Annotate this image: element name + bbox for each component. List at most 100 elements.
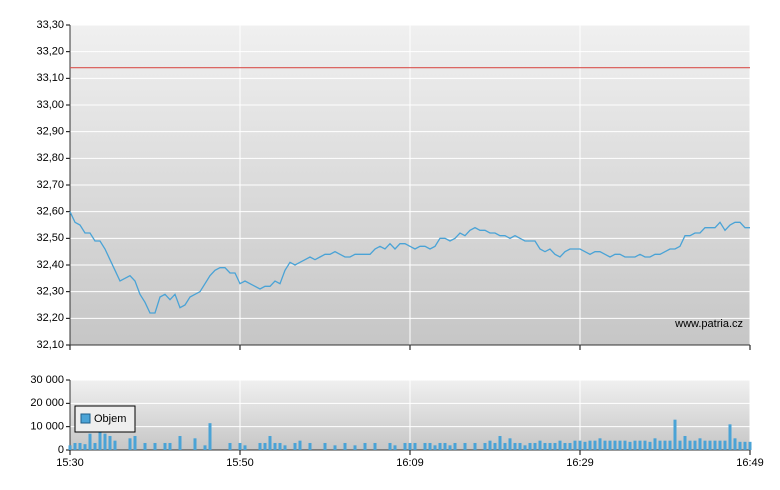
volume-bar — [78, 443, 82, 450]
volume-bar — [128, 438, 132, 450]
volume-bar — [588, 440, 592, 450]
volume-bar — [333, 445, 337, 450]
volume-bar — [633, 440, 637, 450]
legend-swatch — [80, 413, 91, 424]
volume-bar — [508, 438, 512, 450]
volume-bar — [663, 440, 667, 450]
volume-bar — [373, 443, 377, 450]
volume-bar — [208, 423, 212, 450]
volume-bar — [493, 443, 497, 450]
volume-bar — [513, 443, 517, 450]
volume-bar — [88, 433, 92, 450]
y-tick-label: 33,30 — [36, 19, 64, 31]
volume-bar — [423, 443, 427, 450]
volume-bar — [203, 445, 207, 450]
volume-bar — [193, 438, 197, 450]
y-tick-label: 32,40 — [36, 259, 64, 271]
volume-bar — [558, 440, 562, 450]
volume-bar — [483, 443, 487, 450]
volume-bar — [623, 440, 627, 450]
volume-bar — [568, 443, 572, 450]
volume-bar — [578, 440, 582, 450]
volume-bar — [538, 440, 542, 450]
volume-bar — [163, 443, 167, 450]
volume-bar — [593, 440, 597, 450]
volume-bar — [718, 440, 722, 450]
volume-bar — [563, 443, 567, 450]
volume-bar — [393, 445, 397, 450]
x-tick-label: 15:30 — [56, 457, 84, 469]
volume-bar — [388, 443, 392, 450]
volume-bar — [748, 441, 752, 450]
volume-bar — [68, 445, 72, 450]
y-tick-label: 33,00 — [36, 99, 64, 111]
volume-bar — [613, 440, 617, 450]
volume-bar — [433, 445, 437, 450]
volume-bar — [553, 443, 557, 450]
volume-bar — [298, 440, 302, 450]
volume-bar — [668, 440, 672, 450]
volume-bar — [403, 443, 407, 450]
volume-bar — [258, 443, 262, 450]
volume-bar — [583, 441, 587, 450]
watermark: www.patria.cz — [674, 318, 743, 330]
volume-bar — [653, 438, 657, 450]
volume-bar — [308, 443, 312, 450]
volume-bar — [573, 440, 577, 450]
volume-bar — [463, 443, 467, 450]
volume-bar — [743, 441, 747, 450]
volume-bar — [413, 443, 417, 450]
volume-bar — [93, 443, 97, 450]
volume-bar — [428, 443, 432, 450]
volume-bar — [643, 440, 647, 450]
x-tick-label: 15:50 — [226, 457, 254, 469]
y-tick-label: 32,10 — [36, 339, 64, 351]
volume-bar — [603, 440, 607, 450]
y-tick-label: 30 000 — [30, 374, 64, 386]
volume-bar — [733, 438, 737, 450]
volume-bar — [238, 443, 242, 450]
volume-bar — [598, 438, 602, 450]
volume-bar — [293, 443, 297, 450]
volume-bar — [438, 443, 442, 450]
volume-bar — [503, 443, 507, 450]
volume-bar — [738, 441, 742, 450]
y-tick-label: 33,10 — [36, 72, 64, 84]
volume-bar — [268, 436, 272, 450]
volume-bar — [683, 436, 687, 450]
volume-bar — [608, 440, 612, 450]
y-tick-label: 32,20 — [36, 312, 64, 324]
y-tick-label: 20 000 — [30, 397, 64, 409]
volume-bar — [543, 443, 547, 450]
volume-bar — [453, 443, 457, 450]
volume-bar — [688, 440, 692, 450]
volume-bar — [548, 443, 552, 450]
volume-bar — [443, 443, 447, 450]
y-tick-label: 32,90 — [36, 126, 64, 138]
volume-bar — [73, 443, 77, 450]
volume-bar — [498, 436, 502, 450]
volume-bar — [108, 436, 112, 450]
volume-bar — [143, 443, 147, 450]
volume-bar — [678, 440, 682, 450]
y-tick-label: 32,30 — [36, 286, 64, 298]
volume-bar — [168, 443, 172, 450]
volume-bar — [698, 438, 702, 450]
volume-bar — [638, 440, 642, 450]
volume-bar — [528, 443, 532, 450]
volume-bar — [703, 440, 707, 450]
volume-bar — [618, 440, 622, 450]
volume-bar — [363, 443, 367, 450]
volume-bar — [658, 440, 662, 450]
volume-bar — [523, 445, 527, 450]
volume-bar — [343, 443, 347, 450]
volume-bar — [278, 443, 282, 450]
volume-bar — [518, 443, 522, 450]
volume-bar — [673, 419, 677, 450]
legend-label: Objem — [94, 413, 126, 425]
volume-bar — [113, 440, 117, 450]
volume-bar — [243, 445, 247, 450]
volume-bar — [488, 440, 492, 450]
y-tick-label: 33,20 — [36, 46, 64, 58]
